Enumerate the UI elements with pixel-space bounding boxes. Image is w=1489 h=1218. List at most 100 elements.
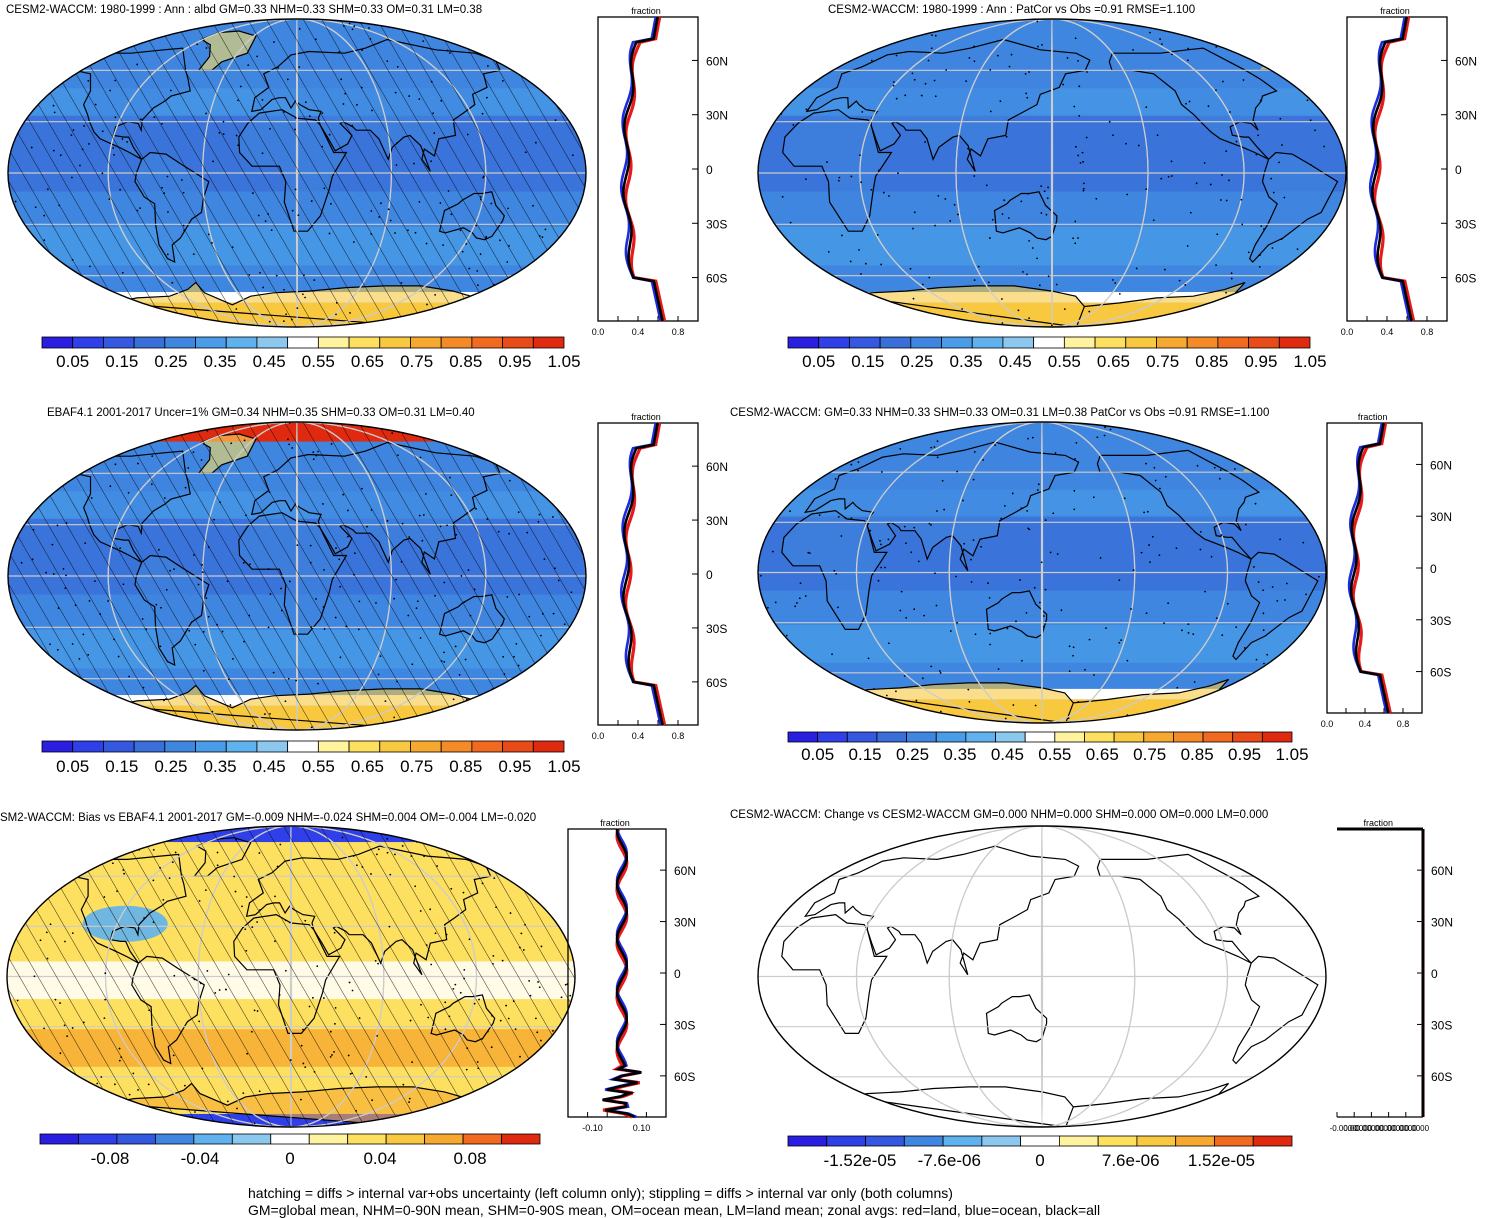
stipple — [298, 27, 301, 30]
stipple — [237, 144, 240, 147]
stipple — [329, 1030, 332, 1033]
stipple — [464, 658, 467, 661]
stipple — [789, 221, 792, 224]
stipple — [321, 503, 324, 505]
stipple — [467, 569, 470, 571]
coastline-australia — [993, 191, 1058, 241]
stipple — [807, 551, 810, 554]
stipple — [518, 593, 520, 596]
stipple — [934, 95, 937, 98]
stipple — [1126, 659, 1129, 662]
stipple — [1290, 563, 1292, 566]
stipple — [136, 209, 139, 212]
stipple — [368, 27, 370, 29]
stipple — [1060, 609, 1063, 612]
stipple — [1247, 251, 1250, 254]
stipple — [1262, 612, 1265, 615]
footer-note-hatching: hatching = diffs > internal var+obs unce… — [248, 1185, 953, 1201]
stipple — [171, 281, 174, 284]
stipple — [1210, 555, 1213, 558]
stipple — [1039, 601, 1041, 604]
stipple — [71, 1027, 74, 1029]
colorbar-swatch — [1097, 1135, 1138, 1147]
zonal-curve-all — [1371, 16, 1413, 322]
zonal-x-label: 0.4 — [1381, 327, 1394, 337]
zonal-plot-3: fraction 60N 30N 0 30S 60S 0.0 0.4 0.8 — [592, 412, 728, 741]
stipple — [150, 483, 153, 486]
stipple — [128, 1093, 131, 1096]
zonal-x-label: 0.0 — [1321, 719, 1334, 729]
stipple — [490, 1046, 493, 1049]
colorbar-swatch — [906, 731, 937, 743]
colorbar-tick-label: 0.95 — [498, 352, 532, 371]
stipple — [424, 492, 427, 495]
stipple — [142, 686, 145, 689]
stipple — [323, 628, 326, 630]
stipple — [64, 587, 67, 590]
stipple — [771, 550, 774, 553]
stipple — [360, 86, 363, 89]
stipple — [1257, 581, 1260, 583]
colorbar-swatch — [1020, 1135, 1060, 1147]
colorbar-swatch — [133, 336, 166, 349]
colorbar-tick-label: 0.05 — [802, 352, 836, 371]
stipple — [939, 710, 942, 713]
stipple — [955, 575, 957, 578]
stipple — [1192, 633, 1195, 636]
stipple — [430, 963, 433, 966]
stipple — [159, 645, 162, 648]
stipple — [450, 887, 453, 890]
stipple — [1012, 704, 1015, 706]
hatching — [8, 422, 586, 730]
stipple — [1241, 223, 1244, 226]
stipple — [113, 638, 115, 641]
stipple — [1216, 233, 1219, 236]
stipple — [1025, 611, 1028, 614]
colorbar-swatch — [103, 740, 135, 753]
colorbar-swatch — [818, 336, 850, 349]
stipple — [317, 450, 319, 453]
zonal-x-label: 0.0000 — [1380, 1124, 1405, 1133]
stipple — [903, 525, 906, 528]
stipple — [526, 531, 529, 534]
stipple — [774, 601, 777, 604]
stipple — [837, 515, 840, 518]
stipple — [201, 571, 204, 574]
stipple — [155, 603, 158, 606]
stipple — [560, 996, 563, 999]
stipple — [1145, 106, 1148, 109]
stipple — [789, 510, 791, 513]
stipple — [1085, 136, 1088, 139]
stipple — [152, 879, 155, 882]
stipple — [885, 694, 888, 697]
stipple — [397, 454, 399, 457]
stipple — [440, 660, 443, 662]
colorbar-tick-label: 0.35 — [203, 757, 237, 776]
colorbar-swatch — [193, 1133, 233, 1145]
stipple — [64, 940, 66, 943]
stipple — [1040, 561, 1043, 564]
stipple — [193, 554, 195, 556]
stipple — [329, 1055, 332, 1058]
colorbar-tick-label: 0.75 — [400, 757, 434, 776]
stipple — [449, 476, 451, 479]
stipple — [522, 949, 525, 951]
stipple — [52, 573, 55, 575]
stipple — [287, 438, 289, 441]
stipple — [794, 605, 797, 608]
colorbar-tick-label: -1.52e-05 — [823, 1151, 897, 1170]
stipple — [198, 900, 201, 902]
stipple — [980, 545, 983, 548]
stipple — [356, 103, 358, 106]
stipple — [1010, 53, 1013, 56]
stipple — [544, 228, 547, 231]
stipple — [450, 213, 453, 216]
colorbar-swatch — [440, 336, 473, 349]
stipple — [989, 314, 992, 317]
stipple — [128, 675, 130, 678]
stipple — [1310, 164, 1313, 166]
stipple — [1036, 20, 1039, 23]
stipple — [234, 890, 237, 893]
stipple — [393, 597, 396, 600]
stipple — [353, 25, 356, 27]
